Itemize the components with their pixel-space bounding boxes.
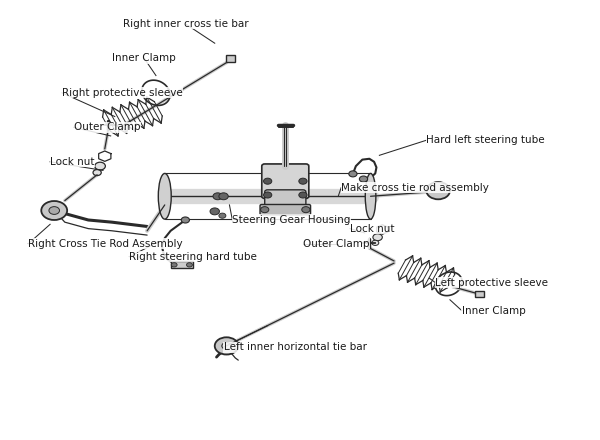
Circle shape [41,201,67,220]
Text: Lock nut: Lock nut [350,224,394,234]
Circle shape [213,193,223,200]
Circle shape [210,208,220,215]
Circle shape [95,162,106,170]
Circle shape [372,240,379,246]
Text: Inner Clamp: Inner Clamp [462,305,526,315]
Text: Hard left steering tube: Hard left steering tube [427,135,545,145]
Text: Outer Clamp: Outer Clamp [74,122,140,132]
Circle shape [263,178,272,184]
Text: Left inner horizontal tie bar: Left inner horizontal tie bar [224,342,367,352]
Circle shape [219,213,226,218]
Circle shape [93,169,101,176]
Text: Right Cross Tie Rod Assembly: Right Cross Tie Rod Assembly [28,239,183,249]
Circle shape [359,176,368,182]
FancyBboxPatch shape [262,164,309,198]
Text: Left protective sleeve: Left protective sleeve [435,278,548,287]
Circle shape [222,342,231,349]
Circle shape [181,217,190,223]
Circle shape [349,171,357,177]
Circle shape [219,193,228,200]
Text: Right inner cross tie bar: Right inner cross tie bar [122,19,248,29]
Circle shape [260,207,269,213]
Circle shape [299,192,307,198]
FancyBboxPatch shape [170,261,193,268]
Text: Outer Clamp: Outer Clamp [303,239,370,249]
Text: Right steering hard tube: Right steering hard tube [130,252,257,262]
Circle shape [187,263,193,267]
Text: Steering Gear Housing: Steering Gear Housing [232,215,351,225]
Text: Make cross tie rod assembly: Make cross tie rod assembly [341,183,489,193]
FancyBboxPatch shape [260,205,311,215]
Text: Lock nut: Lock nut [50,157,95,167]
Circle shape [263,192,272,198]
Bar [475,291,484,297]
Bar [226,55,235,62]
FancyBboxPatch shape [265,190,306,211]
Text: Inner Clamp: Inner Clamp [112,53,176,63]
Circle shape [171,263,177,267]
Circle shape [49,207,59,214]
Circle shape [427,182,450,199]
Ellipse shape [158,173,171,219]
Ellipse shape [365,173,376,219]
Circle shape [373,234,382,241]
Circle shape [299,178,307,184]
Circle shape [302,207,310,213]
Text: Right protective sleeve: Right protective sleeve [62,88,182,98]
Circle shape [215,337,238,355]
